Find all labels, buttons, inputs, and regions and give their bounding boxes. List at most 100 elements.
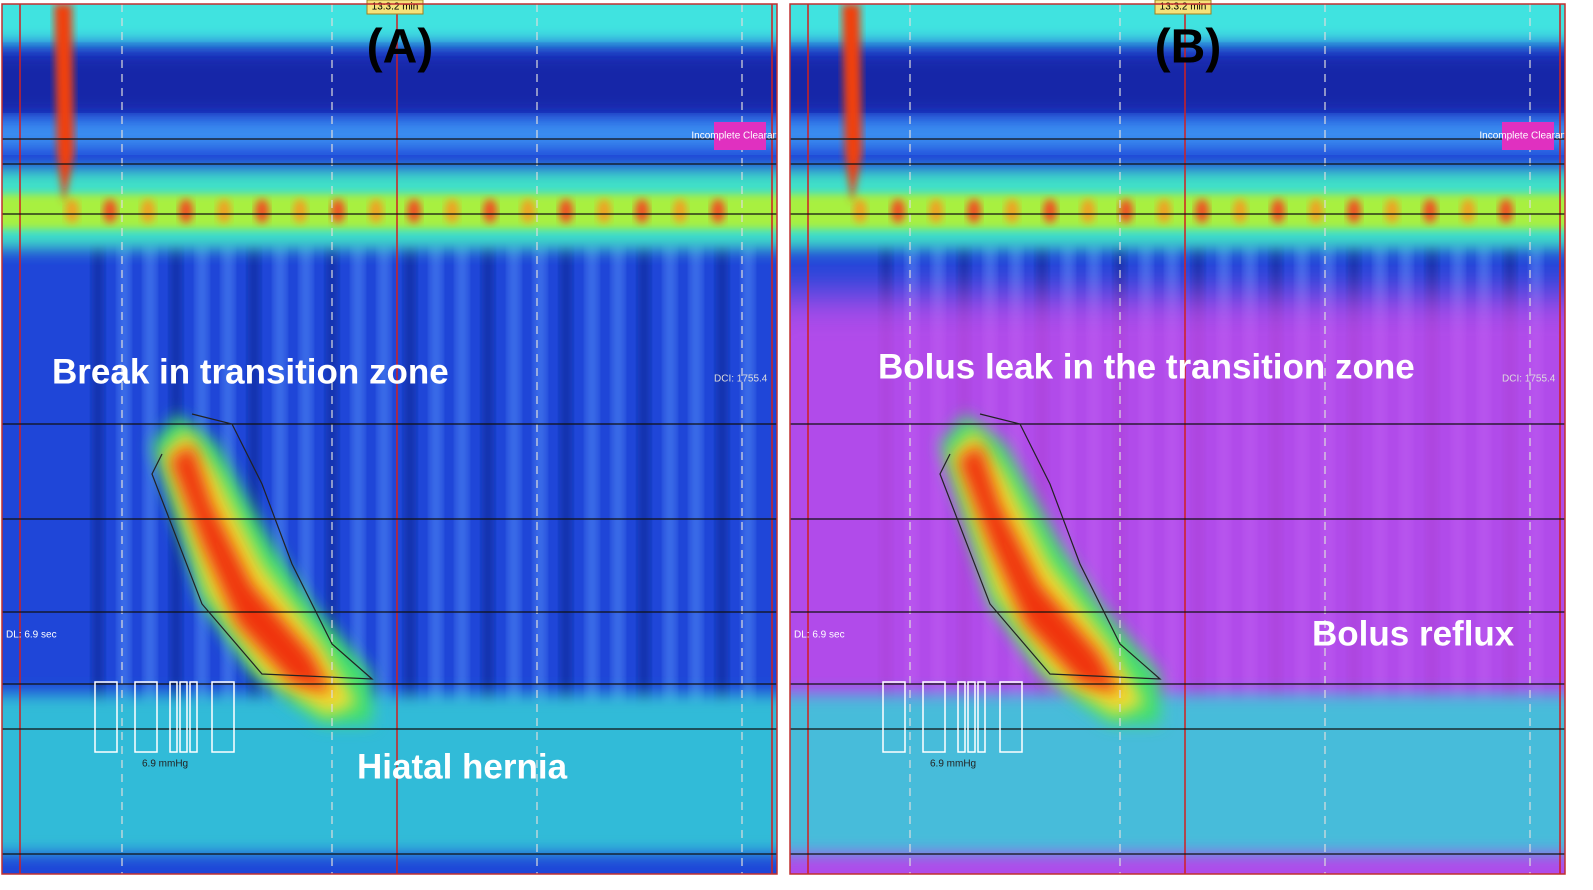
irp-box <box>999 681 1023 753</box>
dl: DL: 6.9 sec <box>6 630 57 641</box>
badge: Incomplete Clearance <box>1479 131 1577 142</box>
dark-band <box>790 54 1565 114</box>
sweep <box>842 4 862 204</box>
hot-spot <box>929 199 943 223</box>
irp-box <box>179 681 188 753</box>
hot-spot <box>1119 199 1133 223</box>
panel-frame <box>1 3 778 875</box>
hot-spot <box>1043 199 1057 223</box>
irp: 6.9 mmHg <box>930 759 976 770</box>
stripe <box>612 244 624 704</box>
hot-spot <box>1461 199 1475 223</box>
hot-spot <box>179 199 193 223</box>
irp-box <box>94 681 118 753</box>
stripe <box>430 244 442 704</box>
stripe <box>118 244 130 704</box>
hot-spot <box>483 199 497 223</box>
dci: DCI: 1755.4 <box>714 374 768 385</box>
stripe <box>638 244 650 704</box>
hot-spot <box>1233 199 1247 223</box>
mid-band <box>790 119 1565 149</box>
panel-label: (B) <box>1155 21 1222 74</box>
hot-spot <box>967 199 981 223</box>
annotation: Bolus reflux <box>1312 614 1515 653</box>
dci: DCI: 1755.4 <box>1502 374 1556 385</box>
badge-box <box>1502 122 1554 150</box>
stripe <box>716 244 728 704</box>
hot-spot <box>369 199 383 223</box>
stripe <box>586 244 598 704</box>
bolus-core <box>958 444 1120 694</box>
irp-box <box>967 681 976 753</box>
stripe <box>690 244 702 704</box>
hot-spot <box>141 199 155 223</box>
badge-box <box>714 122 766 150</box>
hot-spot <box>1081 199 1095 223</box>
stripe <box>742 244 754 704</box>
hot-spot <box>521 199 535 223</box>
irp-box <box>882 681 906 753</box>
irp-box <box>211 681 235 753</box>
annotation: Bolus leak in the transition zone <box>878 347 1415 386</box>
stripe <box>534 244 546 704</box>
badge: Incomplete Clearance <box>691 131 789 142</box>
heatmap <box>2 4 777 874</box>
hrm-panel: 13:3.2 min Incomplete Clearance DCI: 1755.… <box>1 0 789 875</box>
hot-spot <box>1385 199 1399 223</box>
irp: 6.9 mmHg <box>142 759 188 770</box>
isobar <box>939 413 1162 680</box>
hot-spot <box>407 199 421 223</box>
annotation: Break in transition zone <box>52 352 449 391</box>
stripe <box>92 244 104 704</box>
irp-box <box>957 681 966 753</box>
hot-spot <box>1195 199 1209 223</box>
hot-spot <box>1271 199 1285 223</box>
time-marker: 13:3.2 min <box>1160 2 1207 13</box>
hot-spot <box>255 199 269 223</box>
annotation: Hiatal hernia <box>357 747 568 786</box>
time-marker: 13:3.2 min <box>372 2 419 13</box>
hot-spot <box>673 199 687 223</box>
hot-spot <box>445 199 459 223</box>
panel-frame <box>789 3 1566 875</box>
stripe <box>664 244 676 704</box>
stripe <box>482 244 494 704</box>
irp-box <box>134 681 158 753</box>
hot-spot <box>103 199 117 223</box>
mid-band <box>2 119 777 149</box>
hot-spot <box>1309 199 1323 223</box>
irp-box <box>169 681 178 753</box>
isobar <box>151 413 374 680</box>
sweep <box>54 4 74 204</box>
bottom-band <box>2 694 777 854</box>
stripe <box>300 244 312 704</box>
heatmap <box>790 4 1565 874</box>
panel-label: (A) <box>367 21 434 74</box>
bottom-band <box>790 694 1565 854</box>
stripe <box>378 244 390 704</box>
hot-spot <box>217 199 231 223</box>
hot-spot <box>891 199 905 223</box>
hot-spot <box>635 199 649 223</box>
hot-spot <box>1347 199 1361 223</box>
hot-spot <box>597 199 611 223</box>
hot-spot <box>331 199 345 223</box>
hot-spot <box>1005 199 1019 223</box>
stripe <box>508 244 520 704</box>
stripe <box>560 244 572 704</box>
hot-spot <box>65 199 79 223</box>
hot-spot <box>559 199 573 223</box>
hot-spot <box>293 199 307 223</box>
hot-spot <box>1499 199 1513 223</box>
hot-spot <box>1423 199 1437 223</box>
hrm-panel: 13:3.2 min Incomplete Clearance DCI: 1755.… <box>789 0 1577 875</box>
dl: DL: 6.9 sec <box>794 630 845 641</box>
hot-spot <box>711 199 725 223</box>
stripe <box>144 244 156 704</box>
irp-box <box>189 681 198 753</box>
irp-box <box>977 681 986 753</box>
bolus-core <box>170 444 332 694</box>
stripe <box>456 244 468 704</box>
hot-spot <box>853 199 867 223</box>
hot-spot <box>1157 199 1171 223</box>
